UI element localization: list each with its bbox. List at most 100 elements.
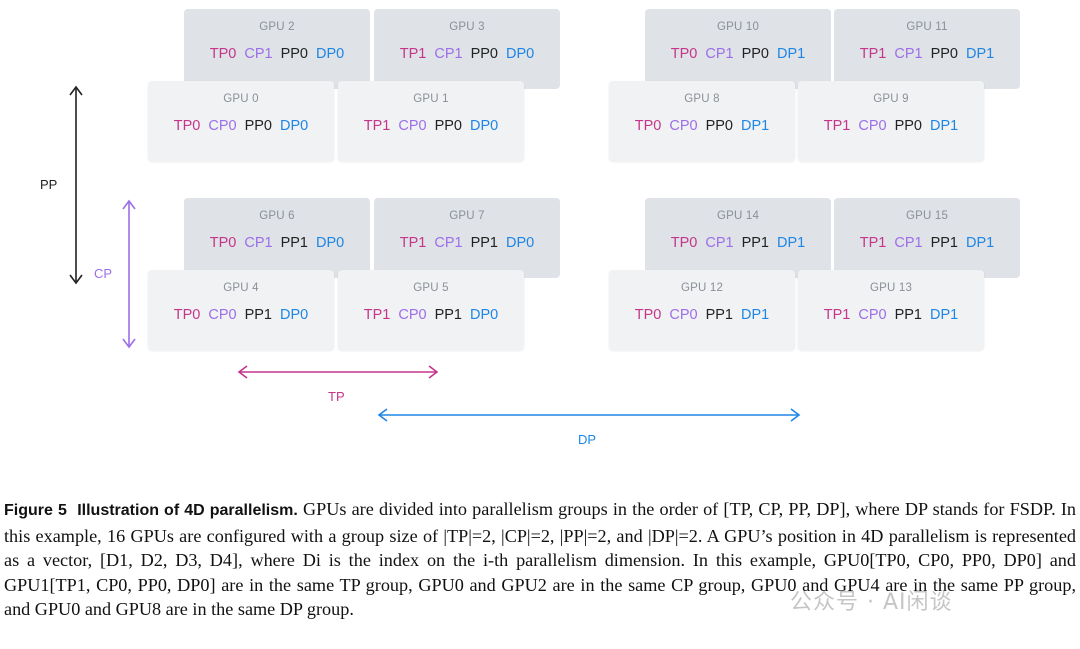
cp-arrow [122, 199, 136, 349]
dp-tag: DP0 [470, 118, 499, 134]
cp-tag: CP0 [669, 307, 698, 323]
pp-tag: PP1 [470, 235, 498, 251]
pp-tag: PP0 [930, 46, 958, 62]
gpu-card: GPU 12 TP0 CP0 PP1 DP1 [609, 270, 795, 350]
pp-tag: PP1 [894, 307, 922, 323]
gpu-card: GPU 6 TP0 CP1 PP1 DP0 [184, 198, 370, 278]
dp-tag: DP0 [280, 118, 309, 134]
pp-axis-label: PP [40, 177, 58, 192]
cp-tag: CP1 [244, 235, 273, 251]
dp-tag: DP1 [930, 118, 959, 134]
dp-axis-label: DP [578, 432, 597, 447]
tp-tag: TP1 [399, 46, 427, 62]
cp-tag: CP1 [434, 46, 463, 62]
figure-title: Illustration of 4D parallelism. [77, 502, 298, 519]
gpu-name: GPU 4 [223, 282, 259, 294]
gpu-card: GPU 8 TP0 CP0 PP0 DP1 [609, 81, 795, 161]
dp-tag: DP1 [777, 46, 806, 62]
gpu-name: GPU 9 [873, 93, 909, 105]
cp-tag: CP1 [434, 235, 463, 251]
tp-tag: TP0 [173, 118, 201, 134]
tp-tag: TP1 [859, 235, 887, 251]
dp-tag: DP1 [966, 235, 995, 251]
gpu-card: GPU 15 TP1 CP1 PP1 DP1 [834, 198, 1020, 278]
gpu-name: GPU 6 [259, 210, 295, 222]
gpu-name: GPU 3 [449, 21, 485, 33]
watermark: 公众号 · AI闲谈 [790, 590, 953, 615]
gpu-card: GPU 10 TP0 CP1 PP0 DP1 [645, 9, 831, 89]
gpu-name: GPU 7 [449, 210, 485, 222]
cp-tag: CP0 [398, 307, 427, 323]
pp-tag: PP0 [470, 46, 498, 62]
dp-tag: DP1 [966, 46, 995, 62]
tp-tag: TP0 [670, 235, 698, 251]
gpu-name: GPU 15 [905, 210, 949, 222]
pp-tag: PP0 [741, 46, 769, 62]
gpu-card: GPU 3 TP1 CP1 PP0 DP0 [374, 9, 560, 89]
gpu-name: GPU 1 [413, 93, 449, 105]
cp-tag: CP1 [705, 235, 734, 251]
gpu-card: GPU 13 TP1 CP0 PP1 DP1 [798, 270, 984, 350]
pp-tag: PP1 [244, 307, 272, 323]
pp-tag: PP1 [434, 307, 462, 323]
pp-tag: PP0 [894, 118, 922, 134]
pp-tag: PP0 [434, 118, 462, 134]
tp-axis-label: TP [328, 389, 345, 404]
pp-tag: PP1 [741, 235, 769, 251]
cp-tag: CP1 [894, 46, 923, 62]
tp-tag: TP1 [363, 118, 391, 134]
gpu-card: GPU 14 TP0 CP1 PP1 DP1 [645, 198, 831, 278]
gpu-card: GPU 9 TP1 CP0 PP0 DP1 [798, 81, 984, 161]
dp-tag: DP0 [280, 307, 309, 323]
dp-tag: DP1 [741, 307, 770, 323]
cp-tag: CP0 [858, 118, 887, 134]
gpu-card: GPU 5 TP1 CP0 PP1 DP0 [338, 270, 524, 350]
gpu-card: GPU 7 TP1 CP1 PP1 DP0 [374, 198, 560, 278]
cp-tag: CP1 [894, 235, 923, 251]
tp-tag: TP0 [173, 307, 201, 323]
tp-tag: TP0 [670, 46, 698, 62]
gpu-name: GPU 10 [716, 21, 760, 33]
tp-tag: TP1 [823, 118, 851, 134]
tp-tag: TP0 [209, 46, 237, 62]
dp-arrow [377, 408, 801, 422]
caption-text: GPUs are divided into parallelism groups… [4, 499, 1076, 620]
cp-tag: CP1 [244, 46, 273, 62]
gpu-name: GPU 11 [906, 21, 948, 33]
cp-tag: CP0 [858, 307, 887, 323]
cp-axis-label: CP [94, 266, 113, 281]
gpu-name: GPU 2 [259, 21, 295, 33]
dp-tag: DP0 [506, 46, 535, 62]
tp-tag: TP0 [634, 307, 662, 323]
pp-tag: PP1 [280, 235, 308, 251]
gpu-name: GPU 0 [223, 93, 259, 105]
cp-tag: CP0 [669, 118, 698, 134]
tp-tag: TP1 [399, 235, 427, 251]
gpu-card: GPU 0 TP0 CP0 PP0 DP0 [148, 81, 334, 161]
dp-tag: DP0 [316, 235, 345, 251]
cp-tag: CP1 [705, 46, 734, 62]
figure-caption: Figure 5 Illustration of 4D parallelism.… [4, 497, 1076, 622]
tp-arrow [237, 365, 439, 379]
tp-tag: TP0 [634, 118, 662, 134]
gpu-card: GPU 2 TP0 CP1 PP0 DP0 [184, 9, 370, 89]
gpu-name: GPU 12 [680, 282, 724, 294]
tp-tag: TP1 [823, 307, 851, 323]
gpu-card: GPU 11 TP1 CP1 PP0 DP1 [834, 9, 1020, 89]
pp-tag: PP0 [280, 46, 308, 62]
dp-tag: DP0 [316, 46, 345, 62]
dp-tag: DP0 [506, 235, 535, 251]
tp-tag: TP1 [859, 46, 887, 62]
figure-label: Figure 5 [4, 502, 67, 519]
gpu-card: GPU 4 TP0 CP0 PP1 DP0 [148, 270, 334, 350]
axis-arrows [69, 85, 801, 422]
gpu-name: GPU 5 [413, 282, 449, 294]
gpu-name: GPU 13 [869, 282, 913, 294]
cp-tag: CP0 [208, 118, 237, 134]
cp-tag: CP0 [398, 118, 427, 134]
dp-tag: DP1 [741, 118, 770, 134]
tp-tag: TP0 [209, 235, 237, 251]
pp-tag: PP1 [930, 235, 958, 251]
dp-tag: DP1 [930, 307, 959, 323]
tp-tag: TP1 [363, 307, 391, 323]
